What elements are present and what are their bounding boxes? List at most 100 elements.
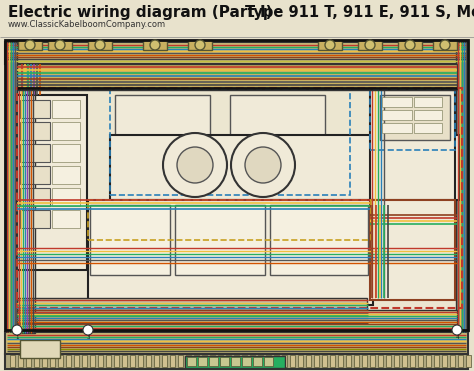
Bar — [210, 355, 215, 367]
Bar — [458, 355, 463, 367]
Bar — [17, 88, 35, 333]
Circle shape — [177, 147, 213, 183]
Bar — [52, 166, 80, 184]
Bar — [17, 95, 87, 270]
Bar — [74, 355, 79, 367]
Bar — [52, 210, 80, 228]
Circle shape — [452, 325, 462, 335]
Bar — [154, 355, 159, 367]
Text: 4: 4 — [455, 335, 459, 340]
Bar — [198, 357, 207, 366]
Circle shape — [25, 40, 35, 50]
Bar — [394, 355, 399, 367]
Bar — [20, 144, 50, 162]
Bar — [362, 355, 367, 367]
Bar — [234, 355, 239, 367]
Bar — [58, 355, 63, 367]
Bar — [185, 356, 285, 368]
Bar — [370, 90, 455, 200]
Bar — [242, 355, 247, 367]
Bar — [378, 355, 383, 367]
Bar — [138, 355, 143, 367]
Bar — [218, 355, 223, 367]
Bar — [42, 355, 47, 367]
Bar — [230, 95, 325, 140]
Circle shape — [440, 40, 450, 50]
Bar — [20, 100, 50, 118]
Bar — [17, 88, 462, 308]
Circle shape — [95, 40, 105, 50]
Bar — [382, 123, 412, 133]
Bar — [306, 355, 311, 367]
Bar — [26, 355, 31, 367]
Bar — [220, 357, 229, 366]
Bar — [450, 355, 455, 367]
Circle shape — [245, 147, 281, 183]
Bar — [20, 340, 60, 358]
Bar — [122, 355, 127, 367]
Bar — [209, 357, 218, 366]
Bar — [258, 355, 263, 367]
Bar — [88, 40, 112, 50]
Bar — [20, 166, 50, 184]
Bar — [380, 95, 450, 140]
Bar — [5, 42, 17, 332]
Bar — [52, 144, 80, 162]
Bar — [282, 355, 287, 367]
Circle shape — [12, 325, 22, 335]
Bar — [318, 40, 342, 50]
Circle shape — [405, 40, 415, 50]
Circle shape — [325, 40, 335, 50]
Bar — [17, 298, 367, 328]
Bar — [110, 90, 350, 195]
Text: 1: 1 — [15, 335, 19, 340]
Bar — [20, 188, 50, 206]
Bar — [250, 355, 255, 367]
Bar — [5, 332, 468, 354]
Bar — [90, 355, 95, 367]
Circle shape — [365, 40, 375, 50]
Bar — [186, 355, 191, 367]
Bar — [10, 355, 15, 367]
Bar — [114, 355, 119, 367]
Bar — [88, 200, 371, 240]
Bar — [433, 40, 457, 50]
Bar — [162, 355, 167, 367]
Bar — [231, 357, 240, 366]
Bar — [456, 42, 468, 332]
Bar — [410, 355, 415, 367]
Bar — [106, 355, 111, 367]
Bar — [414, 123, 442, 133]
Bar — [34, 355, 39, 367]
Bar — [253, 357, 262, 366]
Bar — [175, 205, 265, 275]
Bar — [17, 64, 457, 89]
Bar — [266, 355, 271, 367]
Bar — [466, 355, 471, 367]
Bar — [426, 355, 431, 367]
Bar — [90, 205, 170, 275]
Bar — [110, 135, 460, 200]
Bar — [48, 40, 72, 50]
Bar — [414, 110, 442, 120]
Bar — [5, 40, 468, 330]
Bar — [170, 355, 175, 367]
Bar — [143, 40, 167, 50]
Bar — [290, 355, 295, 367]
Bar — [226, 355, 231, 367]
Bar — [18, 355, 23, 367]
Bar — [202, 355, 207, 367]
Bar — [17, 310, 457, 330]
Text: Electric wiring diagram (Part I): Electric wiring diagram (Part I) — [8, 5, 273, 20]
Bar — [146, 355, 151, 367]
Circle shape — [195, 40, 205, 50]
Bar — [370, 355, 375, 367]
Bar — [442, 355, 447, 367]
Bar — [52, 122, 80, 140]
Circle shape — [163, 133, 227, 197]
Bar — [242, 357, 251, 366]
Bar — [115, 95, 210, 140]
Bar — [418, 355, 423, 367]
Circle shape — [55, 40, 65, 50]
Bar — [178, 355, 183, 367]
